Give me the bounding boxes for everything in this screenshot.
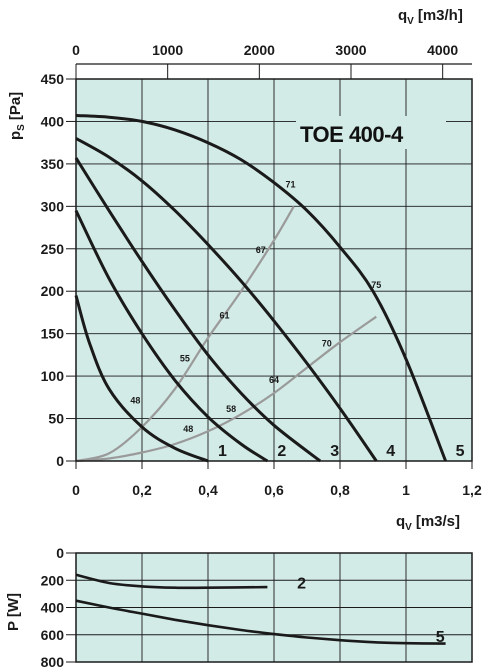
isoline-label: 48 [130,395,140,405]
bottom-x-axis-subscript: V [405,522,412,533]
fan-curve-4 [75,137,378,462]
power-curve-label-5: 5 [436,629,445,646]
top-x-axis-subscript: V [407,16,414,27]
fan-curves [74,114,447,463]
x-tick-label: 0,8 [330,482,350,498]
power-y-tick-label: 800 [41,654,65,670]
efficiency-isolines [75,205,377,463]
main-x-tick-labels: 0 0,2 0,4 0,6 0,8 1 1,2 [72,461,482,498]
curve-label-5: 5 [456,443,465,460]
power-curve-5 [75,599,446,645]
bottom-x-axis-label: qV [m3/s] [396,513,460,533]
y-tick-label: 50 [48,411,64,427]
curve-label-2: 2 [277,443,286,460]
y-tick-label: 200 [41,283,65,299]
x-tick-label: 1 [402,482,410,498]
power-curve-labels: 25 [297,576,445,646]
top-x-tick-label: 2000 [244,42,275,58]
power-curves [75,573,446,645]
top-x-tick-label: 1000 [152,42,183,58]
y-tick-label: 400 [41,113,65,129]
main-curve-labels: 1 2 3 4 5 [218,443,465,460]
curve-label-4: 4 [386,443,395,460]
isoline-labels: 71 67 61 55 48 75 70 64 58 48 [130,180,381,434]
svg-text:P [W]: P [W] [5,593,22,631]
isoline-label: 55 [180,354,190,364]
y-axis-unit: [Pa] [7,92,24,120]
power-y-tick-labels: 0 200 400 600 800 [41,545,76,670]
top-x-axis-unit: [m3/h] [418,7,463,24]
x-tick-label: 0,4 [198,482,218,498]
x-tick-label: 0,6 [264,482,284,498]
x-tick-label: 1,2 [462,482,482,498]
isoline-label: 75 [371,280,381,290]
chart-title-box [296,116,446,149]
top-x-axis-symbol: q [398,7,407,24]
fan-curve-2 [74,209,269,463]
y-tick-label: 350 [41,156,65,172]
power-curve-label-2: 2 [297,576,306,593]
bottom-x-axis-symbol: q [396,513,405,530]
y-tick-label: 300 [41,198,65,214]
x-tick-label: 0,2 [132,482,152,498]
fan-curve-5 [75,114,447,462]
top-x-tick-label: 4000 [427,42,458,58]
y-tick-label: 250 [41,241,65,257]
fan-curve-3 [74,157,322,463]
power-y-tick-label: 600 [41,627,65,643]
curve-label-3: 3 [330,443,339,460]
power-y-axis-label: P [W] [5,593,22,631]
x-tick-label: 0 [72,482,80,498]
y-tick-label: 0 [56,453,64,469]
power-y-tick-label: 0 [56,545,64,561]
isoline-label: 67 [256,245,266,255]
curve-label-1: 1 [218,443,227,460]
bottom-x-axis-unit: [m3/s] [416,513,460,530]
top-x-axis-label: qV [m3/h] [398,7,463,27]
efficiency-isoline [75,315,377,463]
y-axis-subscript: S [16,124,27,131]
top-x-tick-label: 3000 [335,42,366,58]
isoline-label: 58 [226,404,236,414]
isoline-label: 48 [183,424,193,434]
y-axis-symbol: p [7,131,24,140]
chart-title: TOE 400-4 [300,122,404,147]
main-y-tick-labels: 0 50 100 150 200 250 300 350 400 450 [41,71,76,469]
power-y-tick-label: 400 [41,600,65,616]
isoline-label: 64 [269,375,279,385]
power-curve-2 [75,573,268,590]
isoline-label: 70 [322,338,332,348]
fan-curve-1 [74,295,209,463]
power-y-tick-label: 200 [41,572,65,588]
y-tick-label: 150 [41,326,65,342]
svg-text:pS[Pa]: pS [Pa] [7,92,27,140]
isoline-label: 61 [219,310,229,320]
isoline-label: 71 [285,180,295,190]
top-x-tick-labels: 0 1000 2000 3000 4000 [72,42,472,79]
main-y-axis-label: pS [Pa] [7,92,27,140]
top-x-tick-label: 0 [72,42,80,58]
y-tick-label: 450 [41,71,65,87]
y-tick-label: 100 [41,368,65,384]
efficiency-isoline [75,205,295,463]
